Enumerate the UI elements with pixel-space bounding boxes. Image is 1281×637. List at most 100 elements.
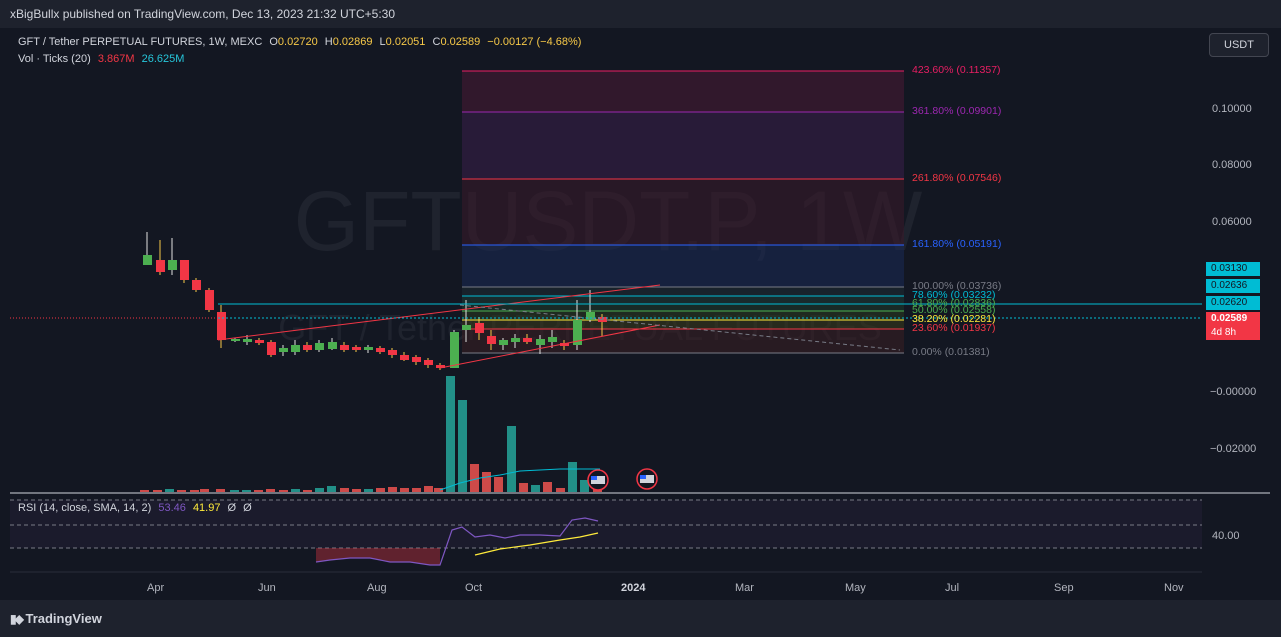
time-axis-label: Apr bbox=[147, 582, 165, 594]
candle-body bbox=[243, 339, 252, 342]
price-axis-label: 0.08000 bbox=[1212, 159, 1252, 171]
vol-label: Vol · Ticks (20) bbox=[18, 53, 91, 65]
price-axis-label: 0.06000 bbox=[1212, 216, 1252, 228]
fib-level-label: 423.60% (0.11357) bbox=[912, 64, 1001, 76]
rsi-value-3: Ø bbox=[227, 502, 237, 514]
candle-body bbox=[436, 365, 445, 368]
vol-value-1: 3.867M bbox=[97, 53, 135, 65]
candle-body bbox=[231, 339, 240, 341]
volume-bar bbox=[153, 490, 162, 492]
candle-body bbox=[573, 320, 582, 345]
volume-bar bbox=[388, 487, 397, 492]
volume-bar bbox=[458, 400, 467, 492]
candle-body bbox=[192, 280, 201, 290]
volume-bar bbox=[340, 488, 349, 492]
rsi-axis-label: 40.00 bbox=[1212, 530, 1240, 542]
price-tag: 0.02636 bbox=[1206, 279, 1260, 293]
time-axis-label: Nov bbox=[1164, 582, 1184, 594]
volume-bar bbox=[216, 489, 225, 492]
price-axis-label: −0.00000 bbox=[1210, 386, 1257, 398]
candle-body bbox=[168, 260, 177, 270]
rsi-legend[interactable]: RSI (14, close, SMA, 14, 2) 53.46 41.97 … bbox=[18, 502, 252, 514]
published-text: xBigBullx published on TradingView.com, … bbox=[10, 7, 396, 21]
event-icons bbox=[587, 468, 658, 491]
fib-level-label: 0.00% (0.01381) bbox=[912, 346, 990, 358]
candle-body bbox=[328, 342, 337, 349]
candle-body bbox=[376, 348, 385, 352]
volume-bar bbox=[327, 486, 336, 492]
fib-level-label: 361.80% (0.09901) bbox=[912, 105, 1002, 117]
volume-bar bbox=[580, 480, 589, 492]
rsi-panel bbox=[10, 499, 1202, 566]
volume-bar bbox=[177, 490, 186, 492]
rsi-line bbox=[315, 517, 599, 566]
volume-bar bbox=[266, 489, 275, 492]
price-tag: 0.03130 bbox=[1206, 262, 1260, 276]
fib-retracement bbox=[462, 70, 904, 354]
volume-ma-line bbox=[439, 468, 600, 491]
volume-bar bbox=[254, 490, 263, 492]
fib-zone bbox=[462, 287, 904, 296]
publish-header: xBigBullx published on TradingView.com, … bbox=[0, 0, 1281, 28]
volume-bar bbox=[543, 482, 552, 492]
symbol-legend[interactable]: GFT / Tether PERPETUAL FUTURES, 1W, MEXC… bbox=[18, 36, 581, 48]
volume-bars bbox=[140, 376, 602, 492]
volume-bar bbox=[230, 490, 239, 492]
candlesticks bbox=[143, 232, 607, 370]
fib-zone bbox=[462, 71, 904, 112]
high-value: 0.02869 bbox=[332, 36, 373, 48]
candle-body bbox=[388, 350, 397, 355]
rsi-value-2: 41.97 bbox=[192, 502, 221, 514]
volume-bar bbox=[364, 489, 373, 492]
time-axis-label: Jul bbox=[945, 582, 960, 594]
open-value: 0.02720 bbox=[277, 36, 318, 48]
tv-brand-text: TradingView bbox=[25, 611, 102, 626]
volume-bar bbox=[400, 488, 409, 492]
fib-level-label: 161.80% (0.05191) bbox=[912, 238, 1002, 250]
rsi-ma-line bbox=[474, 532, 599, 556]
candle-body bbox=[340, 345, 349, 350]
time-axis-label: Aug bbox=[367, 582, 387, 594]
volume-bar bbox=[494, 477, 503, 492]
tradingview-logo[interactable]: ▮◆ TradingView bbox=[10, 611, 102, 626]
candle-body bbox=[315, 343, 324, 350]
candle-body bbox=[267, 342, 276, 355]
price-axis-label: 0.10000 bbox=[1212, 103, 1252, 115]
fib-level-label: 38.20% (0.02281) bbox=[912, 313, 996, 325]
candle-body bbox=[475, 323, 484, 333]
volume-bar bbox=[482, 472, 491, 492]
currency-button[interactable]: USDT bbox=[1209, 33, 1269, 57]
vol-value-2: 26.625M bbox=[141, 53, 185, 65]
candle-body bbox=[487, 336, 496, 344]
time-axis-label: Mar bbox=[735, 582, 754, 594]
volume-legend[interactable]: Vol · Ticks (20) 3.867M 26.625M bbox=[18, 53, 184, 65]
fib-level-label: 23.60% (0.01937) bbox=[912, 322, 996, 334]
volume-bar bbox=[424, 486, 433, 492]
fib-level-label: 50.00% (0.02558) bbox=[912, 304, 996, 316]
candle-body bbox=[560, 343, 569, 346]
rsi-value-1: 53.46 bbox=[158, 502, 186, 514]
volume-bar bbox=[556, 488, 565, 492]
volume-bar bbox=[519, 483, 528, 492]
close-label: C bbox=[432, 36, 441, 48]
symbol-line: GFT / Tether PERPETUAL FUTURES, 1W, MEXC bbox=[18, 36, 263, 48]
candle-body bbox=[364, 347, 373, 350]
time-axis-label: Oct bbox=[465, 582, 483, 594]
footer-bar bbox=[0, 600, 1281, 637]
price-tag: 0.02620 bbox=[1206, 296, 1260, 310]
volume-bar bbox=[434, 488, 443, 492]
fib-zone bbox=[462, 112, 904, 179]
candle-body bbox=[255, 340, 264, 343]
candle-body bbox=[523, 338, 532, 342]
time-axis-label: Sep bbox=[1054, 582, 1074, 594]
countdown-tag: 4d 8h bbox=[1206, 326, 1260, 340]
candle-body bbox=[291, 345, 300, 352]
volume-bar bbox=[315, 488, 324, 492]
change-value: −0.00127 (−4.68%) bbox=[487, 36, 582, 48]
candle-body bbox=[279, 348, 288, 352]
high-label: H bbox=[324, 36, 333, 48]
close-value: 0.02589 bbox=[440, 36, 481, 48]
volume-bar bbox=[165, 489, 174, 492]
volume-bar bbox=[352, 489, 361, 492]
